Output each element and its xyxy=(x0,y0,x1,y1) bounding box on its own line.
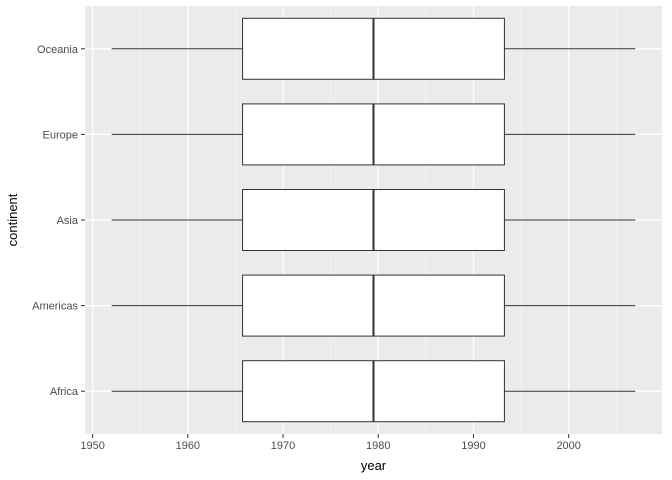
x-tick-label: 1980 xyxy=(366,440,390,452)
x-tick-label: 1950 xyxy=(80,440,104,452)
x-tick-label: 2000 xyxy=(556,440,580,452)
y-tick-label: Oceania xyxy=(37,44,79,56)
box-europe xyxy=(111,103,636,166)
x-axis-title: year xyxy=(361,458,387,473)
x-axis: 1950 1960 1970 1980 1990 2000 xyxy=(80,434,581,452)
x-tick-label: 1990 xyxy=(461,440,485,452)
y-tick-label: Europe xyxy=(43,129,78,141)
box-asia xyxy=(111,189,636,251)
x-tick-label: 1970 xyxy=(271,440,295,452)
y-tick-label: Americas xyxy=(32,301,78,313)
y-axis: Africa Americas Asia Europe Oceania xyxy=(32,44,85,398)
x-tick-label: 1960 xyxy=(176,440,200,452)
y-tick-label: Africa xyxy=(50,386,79,398)
box-africa xyxy=(111,360,636,423)
y-axis-title: continent xyxy=(5,193,20,246)
box-oceania xyxy=(111,17,636,80)
box-americas xyxy=(111,274,636,337)
y-tick-label: Asia xyxy=(57,215,79,227)
boxes xyxy=(111,17,636,423)
